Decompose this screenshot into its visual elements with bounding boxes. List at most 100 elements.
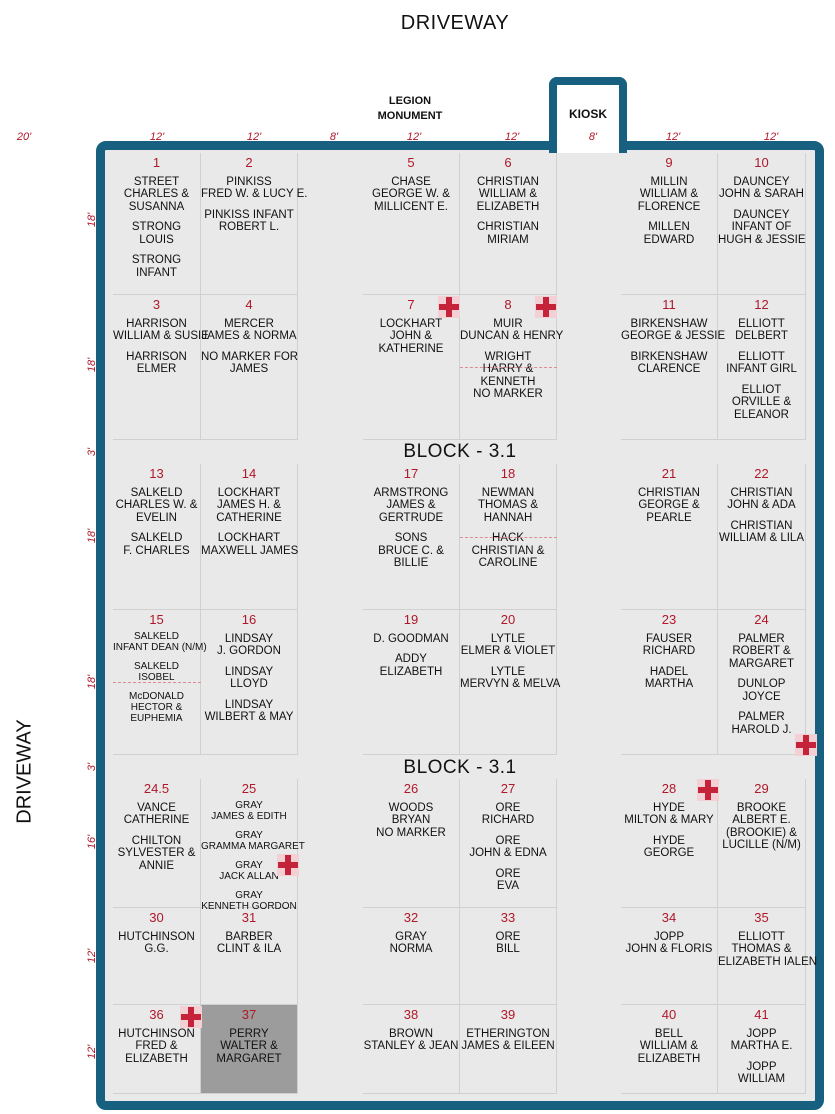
plot-26: 26 WOODS BRYAN NO MARKER bbox=[363, 779, 460, 908]
line-gap bbox=[460, 658, 556, 666]
plot-name-line: GEORGE bbox=[643, 847, 695, 859]
plot-name-line: PINKISS INFANT bbox=[204, 208, 294, 221]
legion-line-1: LEGION bbox=[388, 95, 432, 107]
plot-number: 7 bbox=[407, 297, 415, 312]
plot-number: 15 bbox=[149, 612, 164, 627]
plot-number: 2 bbox=[245, 155, 253, 170]
plot-name-line: WILLIAM & bbox=[639, 188, 699, 200]
plot-name-line: CHRISTIAN bbox=[730, 486, 793, 499]
plot-name-line: JAMES & NORMA bbox=[201, 330, 297, 342]
plot-number: 8 bbox=[504, 297, 512, 312]
top-dimension: 12' bbox=[763, 131, 779, 143]
plot-number: 9 bbox=[665, 155, 673, 170]
plot-name-line: BILL bbox=[496, 943, 520, 955]
line-gap bbox=[113, 653, 200, 661]
plot-name-line: ANNIE bbox=[138, 859, 175, 872]
plot-name-line: MARTHA E. bbox=[730, 1040, 793, 1052]
plot-name-line: STRONG bbox=[131, 221, 182, 233]
plot-name-line: ELIZABETH bbox=[637, 1052, 701, 1065]
plot-number: 4 bbox=[245, 297, 253, 312]
plot-name-line: GEORGE & JESSIE bbox=[621, 330, 726, 342]
plot-name-line: LLOYD bbox=[230, 678, 268, 690]
plot-number: 20 bbox=[500, 612, 516, 627]
plot-name-line: ELIZABETH IALEN bbox=[718, 955, 818, 968]
plot-number: 18 bbox=[500, 466, 516, 481]
plot-name-line: LYTLE bbox=[490, 632, 526, 645]
legion-monument-label: LEGION MONUMENT bbox=[360, 94, 460, 124]
plot-37: 37 PERRY WALTER & MARGARET bbox=[201, 1005, 298, 1094]
plot-name-line: NO MARKER bbox=[376, 826, 446, 839]
plot-name-line: LOCKHART bbox=[379, 317, 443, 330]
block-label-upper: BLOCK - 3.1 bbox=[403, 441, 517, 462]
plot-name-line: MERVYN & MELVA bbox=[460, 678, 561, 690]
left-dimension: 3' bbox=[86, 762, 98, 772]
plot-name-line: ELIZABETH bbox=[476, 200, 540, 213]
plot-name-line: HARRY & bbox=[482, 363, 534, 375]
kiosk-box bbox=[549, 77, 627, 153]
plot-name-line: KENNETH GORDON bbox=[201, 901, 297, 912]
plot-name-line: PERRY bbox=[229, 1027, 269, 1040]
plot-number: 17 bbox=[403, 466, 419, 481]
plot-name-line: HECTOR & bbox=[130, 702, 183, 713]
plot-34: 34 JOPP JOHN & FLORIS bbox=[621, 908, 718, 1005]
kiosk-label: KIOSK bbox=[568, 107, 607, 121]
plot-name-line: WILLIAM & bbox=[478, 188, 538, 200]
plot-number: 16 bbox=[241, 612, 257, 627]
plot-6: 6 CHRISTIAN WILLIAM & ELIZABETH CHRISTIAN MIR… bbox=[460, 153, 557, 295]
plot-name-line: D. GOODMAN bbox=[373, 632, 449, 645]
plot-name-line: MILTON & MARY bbox=[624, 814, 714, 826]
left-dimension: 18' bbox=[86, 212, 98, 228]
plot-40: 40 BELL WILLIAM & ELIZABETH bbox=[621, 1005, 718, 1094]
plot-2: 2 PINKISS FRED W. & LUCY E. PINKISS INFANT R… bbox=[201, 153, 308, 295]
plot-name-line: STREET bbox=[133, 175, 180, 188]
plot-name-line: EDWARD bbox=[643, 233, 695, 246]
plot-16: 16 LINDSAY J. GORDON LINDSAY LLOYD LINDSAY WIL… bbox=[201, 610, 298, 755]
plot-name-line: WILLIAM & LILA bbox=[718, 532, 804, 544]
plot-name-line: EUPHEMIA bbox=[130, 713, 183, 724]
plot-name-line: ORE bbox=[495, 834, 521, 847]
line-gap bbox=[460, 343, 556, 351]
plot-name-line: INFANT bbox=[136, 266, 177, 279]
plot-name-line: JOYCE bbox=[742, 690, 781, 703]
line-gap bbox=[113, 524, 200, 532]
plot-name-line: MUIR bbox=[493, 317, 523, 330]
plot-name-line: ELIZABETH bbox=[125, 1052, 188, 1065]
plot-name-line: WOODS bbox=[388, 801, 434, 814]
line-gap bbox=[113, 213, 200, 221]
plot-10: 10 DAUNCEY JOHN & SARAH DAUNCEY INFANT OF HUG… bbox=[718, 153, 806, 295]
plot-name-line: ROBERT & bbox=[732, 645, 791, 657]
plot-divider bbox=[460, 537, 557, 538]
plot-name-line: GRAY bbox=[235, 800, 263, 811]
plot-name-line: THOMAS & bbox=[731, 943, 792, 955]
plot-name-line: VANCE bbox=[137, 801, 176, 814]
plot-name-line: JOPP bbox=[746, 1060, 777, 1073]
plot-name-line: LINDSAY bbox=[224, 632, 274, 645]
plot-name-line: ELLIOTT bbox=[738, 930, 785, 943]
plot-32: 32 GRAY NORMA bbox=[363, 908, 460, 1005]
line-gap bbox=[201, 524, 297, 532]
plot-name-line: CLINT & ILA bbox=[216, 943, 282, 955]
plot-name-line: CHRISTIAN bbox=[477, 175, 539, 188]
line-gap bbox=[718, 670, 805, 678]
line-gap bbox=[621, 827, 717, 835]
plot-11: 11 BIRKENSHAW GEORGE & JESSIE BIRKENSHAW CLA… bbox=[621, 295, 726, 440]
plot-number: 12 bbox=[754, 297, 769, 312]
plot-name-line: FAUSER bbox=[645, 632, 692, 645]
plot-name-line: SONS bbox=[394, 532, 428, 544]
plot-number: 29 bbox=[754, 781, 769, 796]
plot-name-line: McDONALD bbox=[128, 691, 184, 702]
grave-marker-icon bbox=[697, 779, 719, 801]
plot-divider bbox=[460, 367, 557, 368]
driveway-top-label: DRIVEWAY bbox=[400, 12, 510, 34]
plot-41: 41 JOPP MARTHA E. JOPP WILLIAM bbox=[718, 1005, 806, 1094]
plot-name-line: RICHARD bbox=[642, 645, 696, 657]
plot-name-line: BELL bbox=[654, 1027, 684, 1040]
plot-33: 33 ORE BILL bbox=[460, 908, 557, 1005]
plot-name-line: LYTLE bbox=[490, 665, 526, 678]
plot-name-line: JACK ALLAN bbox=[219, 871, 279, 882]
plot-number: 6 bbox=[504, 155, 512, 170]
plot-12: 12 ELLIOTT DELBERT ELLIOTT INFANT GIRL ELLIOT… bbox=[718, 295, 806, 440]
plot-24-5: 24.5 VANCE CATHERINE CHILTON SYLVESTER & ANNI… bbox=[113, 779, 201, 908]
plot-name-line: SALKELD bbox=[130, 486, 183, 499]
plot-name-line: BRUCE C. & bbox=[378, 544, 444, 557]
